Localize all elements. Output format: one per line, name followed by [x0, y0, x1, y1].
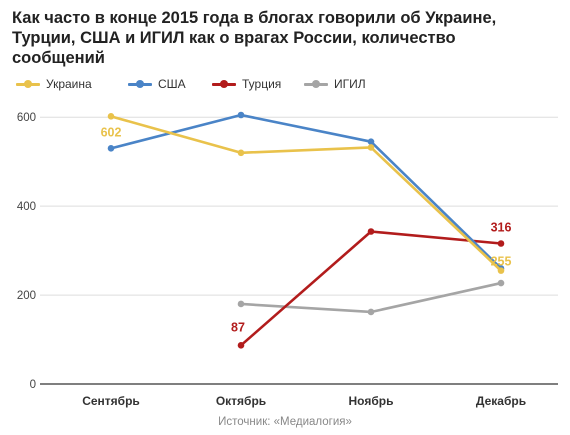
legend-swatch-ukraine — [16, 80, 40, 88]
data-point-ukraine-3 — [497, 267, 505, 274]
x-tick-label-2: Ноябрь — [349, 394, 394, 408]
chart-title: Как часто в конце 2015 года в блогах гов… — [12, 8, 552, 68]
legend-label-usa: США — [158, 77, 186, 91]
data-point-turkey-3 — [497, 240, 505, 247]
legend-item-usa: США — [128, 77, 186, 91]
y-tick-label-200: 200 — [17, 290, 36, 302]
data-point-isis-1 — [237, 300, 245, 308]
data-point-isis-3 — [497, 279, 505, 287]
chart-title-line-3: сообщений — [12, 49, 105, 67]
x-tick-label-3: Декабрь — [476, 394, 526, 408]
chart-title-line-2: Турции, США и ИГИЛ как о врагах России, … — [12, 29, 456, 47]
data-point-turkey-2 — [367, 228, 375, 235]
data-point-usa-1 — [237, 111, 245, 119]
data-point-usa-0 — [107, 145, 115, 152]
data-point-usa-2 — [367, 138, 375, 145]
legend-swatch-isis — [304, 80, 328, 88]
legend-label-isis: ИГИЛ — [334, 77, 366, 91]
data-point-isis-2 — [367, 308, 375, 316]
data-label-turkey-3: 316 — [491, 221, 512, 235]
series-line-turkey — [239, 230, 503, 347]
legend-item-isis: ИГИЛ — [304, 77, 366, 91]
data-label-ukraine-3: 255 — [491, 255, 512, 269]
y-tick-label-600: 600 — [17, 112, 36, 124]
legend-swatch-usa — [128, 80, 152, 88]
legend-swatch-turkey — [212, 80, 236, 88]
y-tick-label-0: 0 — [30, 379, 36, 391]
x-tick-label-0: Сентябрь — [82, 394, 140, 408]
chart-title-line-1: Как часто в конце 2015 года в блогах гов… — [12, 9, 497, 27]
series-line-isis — [239, 281, 503, 314]
data-label-turkey-1: 87 — [231, 320, 245, 334]
data-point-ukraine-0 — [107, 113, 115, 120]
series-line-usa — [109, 113, 503, 270]
y-tick-label-400: 400 — [17, 201, 36, 213]
legend-label-turkey: Турция — [242, 77, 282, 91]
source-note: Источник: «Медиалогия» — [218, 416, 352, 428]
legend-item-turkey: Турция — [212, 77, 281, 91]
data-point-turkey-1 — [237, 342, 245, 349]
data-label-ukraine-0: 602 — [101, 125, 122, 139]
legend-item-ukraine: Украина — [16, 77, 92, 91]
x-tick-label-1: Октябрь — [216, 394, 266, 408]
series-line-ukraine — [109, 115, 503, 272]
data-point-ukraine-1 — [237, 149, 245, 157]
data-point-ukraine-2 — [367, 144, 375, 151]
legend-label-ukraine: Украина — [46, 77, 92, 91]
